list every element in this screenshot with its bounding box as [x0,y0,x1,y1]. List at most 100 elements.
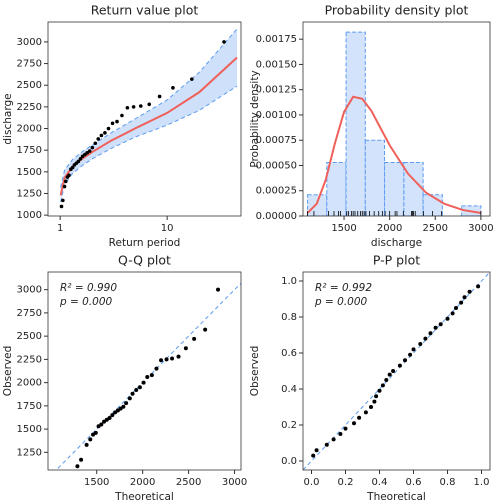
point [190,77,194,81]
point [138,104,143,108]
panel-title: Q-Q plot [118,253,171,268]
point [338,432,343,436]
point [78,157,83,161]
point [454,306,458,310]
point [154,366,159,371]
panel-title: P-P plot [373,253,420,268]
plot-area [59,28,238,209]
point [352,421,356,426]
point [380,383,385,388]
point [387,372,392,377]
y-tick-label: 3000 [17,37,42,48]
y-tick-label: 2250 [17,102,42,113]
point [79,457,84,462]
bar [384,161,405,216]
annotation: R² = 0.990 [60,282,117,294]
point [99,422,104,427]
y-tick-label: 0.00025 [256,186,297,197]
point [67,173,71,178]
bar [326,161,347,216]
point [62,184,67,189]
x-axis-label: Theoretical [114,491,174,503]
y-tick-label: 1250 [17,188,42,199]
point [363,410,368,415]
point [157,94,162,99]
pdf-curve [306,95,482,214]
point [467,289,472,294]
point [384,378,389,382]
panel: Probability density plot discharge Probabi… [249,3,494,250]
point [377,388,382,393]
point [369,405,373,409]
point [445,316,450,321]
point [145,375,150,380]
y-tick-label: 1750 [17,401,42,412]
bar [364,139,386,216]
point [374,394,379,399]
axes-frame [302,271,491,471]
y-tick-label: 1750 [17,145,42,156]
point [87,149,92,153]
point [84,442,89,447]
point [137,385,142,390]
point [408,352,413,357]
point [418,342,423,346]
point [88,437,93,442]
y-tick-label: 2750 [17,59,42,70]
point [192,336,197,341]
point [459,300,464,305]
x-tick-label: 1.0 [474,477,490,488]
point [110,121,115,126]
point [75,464,80,469]
y-tick-label: 1500 [17,167,42,178]
point [170,356,175,361]
point [147,102,152,107]
y-tick-label: 2500 [17,80,42,91]
y-tick-label: 1.0 [281,276,297,287]
point [121,404,126,409]
point [314,448,319,453]
x-tick-label: 2000 [377,223,402,234]
point [423,336,428,341]
point [372,399,377,404]
y-tick-label: 1500 [17,424,42,435]
point [103,131,107,135]
panel: P-P plot Theoretical Observed 0.0 0.2 0.4 0.6 0… [249,253,491,503]
x-tick-label: 10 [161,223,174,234]
point [357,415,362,420]
panel-title: Probability density plot [325,3,469,18]
point [164,357,169,362]
point [216,287,221,292]
x-tick-label: 2500 [423,223,448,234]
x-tick-label: 0.0 [304,477,320,488]
point [131,105,136,109]
point [107,415,112,420]
point [70,165,75,170]
point [428,331,433,336]
point [85,150,90,155]
point [159,358,164,363]
y-tick-label: 0.00050 [256,160,297,171]
point [110,413,115,418]
point [115,119,119,124]
annotation: p = 0.000 [314,296,368,308]
y-tick-label: 0.00125 [256,85,297,96]
point [59,204,64,209]
point [99,133,104,138]
y-tick-label: 0.2 [281,420,297,431]
y-tick-label: 0.00000 [256,211,297,222]
x-tick-label: 2500 [176,477,201,488]
y-tick-label: 2000 [17,378,42,389]
y-tick-label: 0.0 [281,456,297,467]
point [403,358,407,363]
point [171,86,175,90]
y-tick-label: 0.00150 [256,59,297,70]
axes-frame [47,21,242,217]
x-tick-label: 0.8 [440,477,456,488]
x-tick-label: 2000 [130,477,155,488]
point [141,380,146,385]
bar [307,194,328,216]
point [450,311,455,316]
panel: Q-Q plot Theoretical Observed 1500 2000 2500 3… [2,253,247,504]
